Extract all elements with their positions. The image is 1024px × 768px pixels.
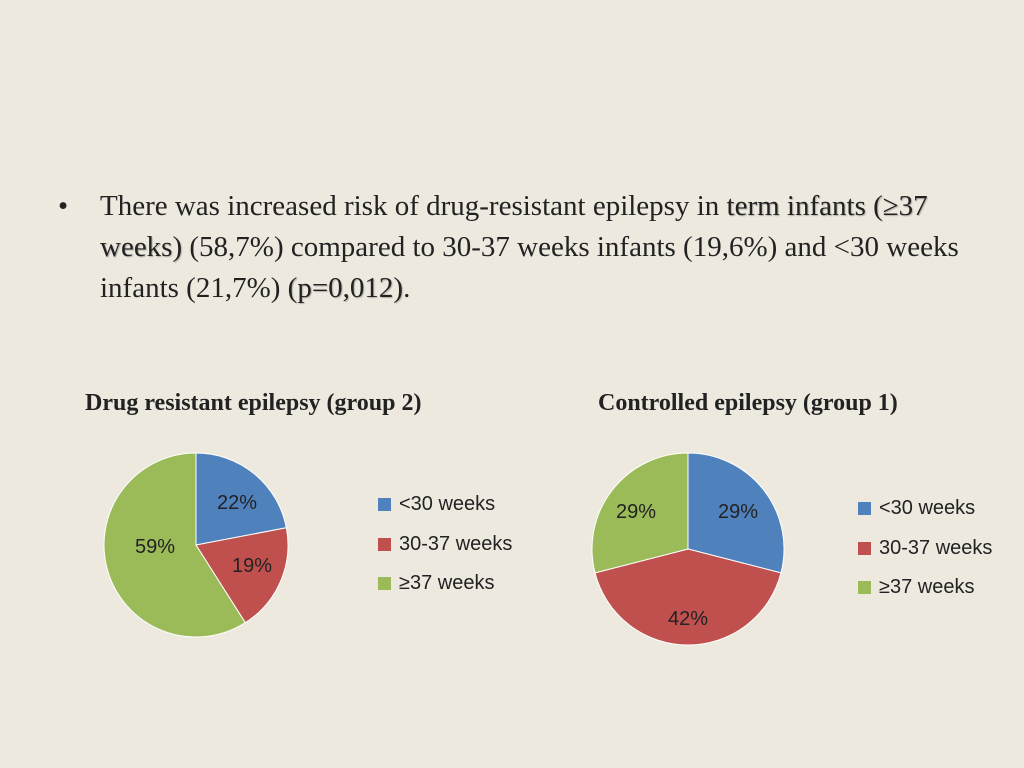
pie-slice-30-37	[195, 527, 289, 624]
pie-slice-ge37	[103, 452, 246, 638]
legend-swatch-30-37	[378, 537, 391, 551]
legend-item-ge37: ≥37 weeks	[378, 564, 512, 604]
bullet-text-end: .	[403, 272, 411, 304]
legend-group-2: <30 weeks 30-37 weeks ≥37 weeks	[378, 485, 512, 604]
legend-swatch-ge37	[378, 577, 391, 591]
legend-swatch-ge37	[858, 581, 871, 595]
chart-title-group-2: Drug resistant epilepsy (group 2)	[85, 390, 422, 416]
legend-item-lt30: <30 weeks	[858, 489, 992, 529]
chart-title-group-1: Controlled epilepsy (group 1)	[598, 390, 898, 416]
legend-label-ge37: ≥37 weeks	[879, 576, 975, 599]
legend-item-30-37: 30-37 weeks	[378, 525, 512, 565]
pie-data-label-ge37: 59%	[135, 536, 175, 558]
legend-label-30-37: 30-37 weeks	[879, 536, 993, 559]
pie-data-label-ge37: 29%	[616, 501, 656, 523]
pie-chart-group-1: 29% 42% 29%	[591, 452, 785, 646]
bullet-point: • There was increased risk of drug-resis…	[58, 186, 978, 309]
legend-label-lt30: <30 weeks	[879, 497, 976, 520]
bullet-highlight-pvalue: (p=0,012)	[287, 272, 404, 304]
legend-label-lt30: <30 weeks	[399, 493, 496, 516]
pie-data-label-lt30: 29%	[718, 501, 758, 523]
bullet-text: There was increased risk of drug-resista…	[100, 186, 978, 309]
pie-slice-30-37	[594, 548, 782, 646]
legend-item-lt30: <30 weeks	[378, 485, 512, 525]
legend-item-ge37: ≥37 weeks	[858, 568, 992, 608]
bullet-marker: •	[58, 190, 69, 222]
pie-slice-lt30	[195, 452, 287, 546]
legend-swatch-lt30	[858, 502, 871, 516]
bullet-text-stats: (58,7%) compared to 30-37 weeks infants …	[100, 231, 959, 304]
legend-item-30-37: 30-37 weeks	[858, 529, 992, 569]
pie-data-label-30-37: 42%	[668, 608, 708, 630]
legend-label-30-37: 30-37 weeks	[399, 532, 513, 555]
pie-slice-ge37	[591, 452, 689, 574]
bullet-text-intro: There was increased risk of drug-resista…	[100, 190, 727, 222]
legend-label-ge37: ≥37 weeks	[399, 572, 495, 595]
pie-chart-group-2: 22% 19% 59%	[103, 452, 289, 638]
pie-slice-lt30	[687, 452, 785, 574]
pie-data-label-30-37: 19%	[232, 555, 272, 577]
legend-swatch-30-37	[858, 541, 871, 555]
legend-group-1: <30 weeks 30-37 weeks ≥37 weeks	[858, 489, 992, 608]
legend-swatch-lt30	[378, 498, 391, 512]
pie-data-label-lt30: 22%	[217, 492, 257, 514]
bullet-highlight-term: term infants (≥37 weeks)	[100, 190, 928, 263]
